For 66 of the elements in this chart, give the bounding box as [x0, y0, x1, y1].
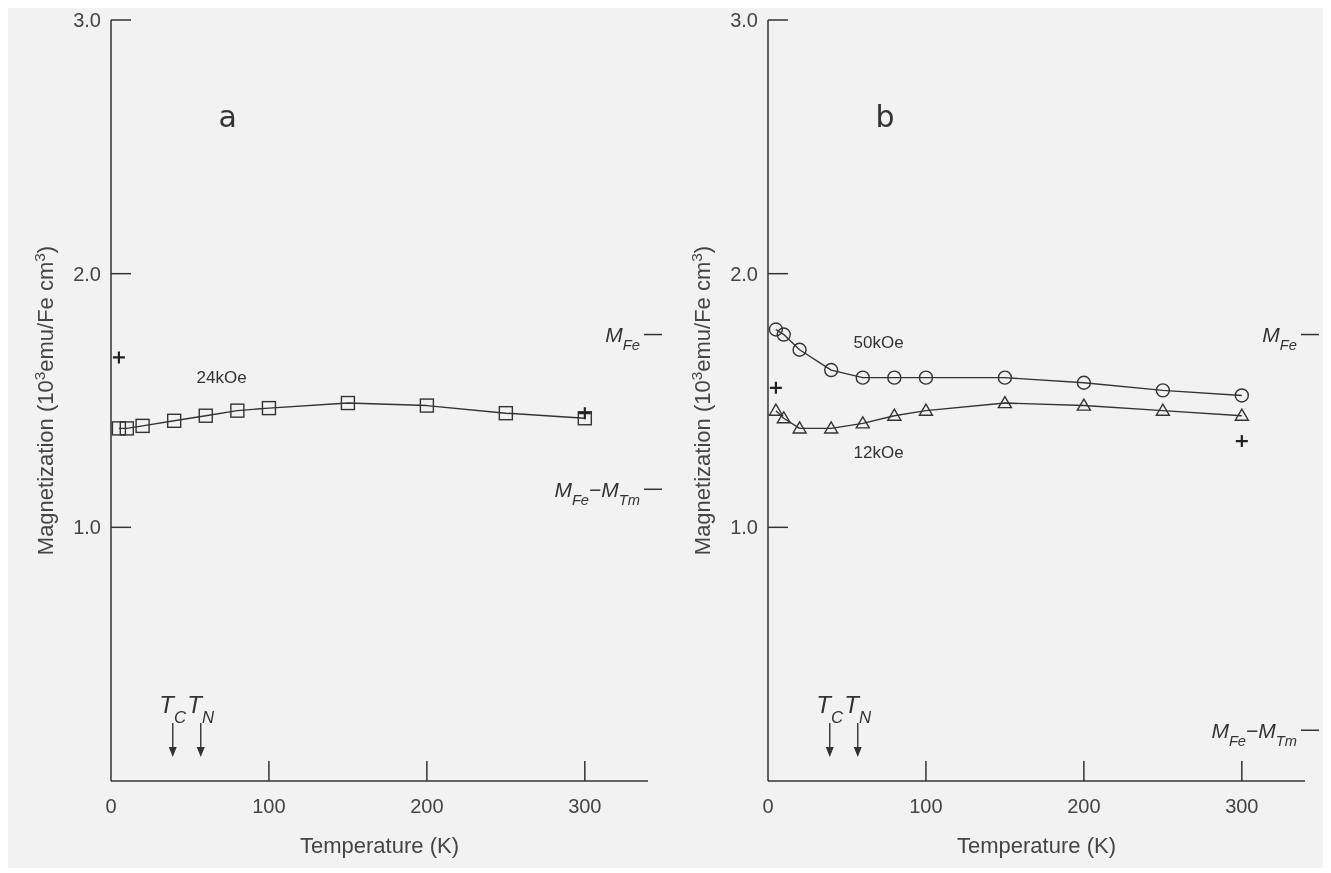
x-tick-label: 0: [105, 795, 117, 817]
point: [498, 405, 514, 421]
point: [776, 411, 791, 424]
series-label: 12kOe: [853, 442, 904, 462]
point: [855, 416, 870, 429]
x-tick-label: 300: [1225, 795, 1259, 817]
point: [887, 370, 902, 385]
point: [768, 403, 784, 416]
annotation: T$_{C}$: [159, 691, 188, 727]
point: [823, 421, 839, 434]
x-tick-label: 300: [568, 795, 602, 817]
point: [1155, 383, 1171, 398]
y-tick-label: 3.0: [73, 9, 101, 31]
text: a: [218, 98, 237, 134]
point: [997, 370, 1013, 385]
annotation: T$_{N}$: [844, 691, 873, 727]
y-tick-label: 3.0: [730, 9, 758, 31]
point: [577, 411, 593, 426]
point: [135, 418, 150, 434]
point: [887, 408, 902, 421]
point: [768, 322, 784, 337]
series-label: 50kOe: [853, 332, 904, 352]
point: [855, 370, 870, 385]
point: [1076, 375, 1092, 390]
point: [166, 413, 182, 428]
point: [823, 362, 839, 378]
point: [340, 395, 356, 411]
point: [918, 370, 934, 385]
point: [578, 407, 591, 420]
point: [792, 342, 807, 357]
point: [1234, 408, 1250, 421]
y-tick-label: 2.0: [73, 262, 101, 285]
point: [111, 421, 127, 436]
y-tick-label: 1.0: [73, 516, 101, 539]
annotation: T$_{C}$: [816, 691, 845, 727]
x-axis-title: Temperature (K): [957, 833, 1116, 858]
y-tick-label: 2.0: [730, 262, 758, 285]
text: b: [875, 98, 895, 134]
point: [1155, 403, 1171, 416]
point: [997, 395, 1013, 409]
point: [112, 351, 125, 364]
x-tick-label: 0: [762, 795, 774, 817]
point: [1235, 435, 1248, 448]
point: [261, 400, 277, 416]
point: [1076, 398, 1092, 411]
annotation: T$_{N}$: [187, 691, 216, 727]
point: [198, 408, 213, 423]
point: [918, 403, 934, 416]
point: [230, 403, 245, 418]
point: [1234, 388, 1250, 403]
ref-line-label: M$_{Fe}$: [1262, 322, 1297, 353]
y-tick-label: 1.0: [730, 516, 758, 539]
point: [419, 398, 435, 413]
x-axis-title: Temperature (K): [300, 833, 459, 858]
ref-line-label: M$_{Fe}$−M$_{Tm}$: [554, 477, 640, 508]
ref-line-label: M$_{Fe}$−M$_{Tm}$: [1211, 718, 1297, 749]
x-tick-label: 200: [1067, 795, 1101, 817]
ref-line-label: M$_{Fe}$: [605, 322, 640, 353]
x-tick-label: 100: [252, 795, 286, 817]
x-tick-label: 100: [909, 795, 943, 817]
point: [792, 421, 807, 434]
series-label: 24kOe: [196, 368, 247, 388]
x-tick-label: 200: [410, 795, 444, 817]
point: [776, 327, 791, 342]
point: [119, 421, 134, 436]
point: [769, 381, 782, 394]
